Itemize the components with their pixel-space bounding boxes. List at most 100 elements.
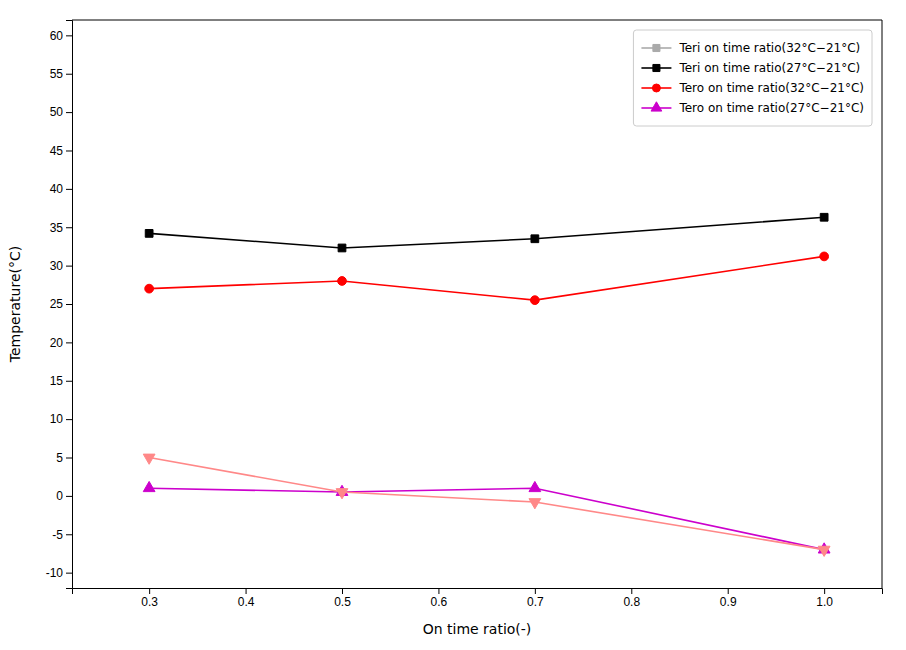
tick-label: 30 (50, 259, 64, 273)
marker (338, 277, 347, 286)
chart: 0.3 0.4 0.5 0.6 0.7 0.8 0.9 1.0 -10 -5 0 5 10 15 20 25 3… (0, 0, 906, 650)
legend-label: Tero on time ratio(27°C−21°C) (678, 101, 864, 115)
tick: -10 (46, 566, 72, 580)
tick: 0 (56, 489, 72, 503)
tick: 25 (50, 297, 72, 311)
tick: 0.4 (238, 588, 255, 609)
tick-label: 15 (50, 374, 64, 388)
tick-mark (342, 588, 343, 594)
tick: 20 (50, 336, 72, 350)
tick: 60 (50, 29, 72, 43)
marker (338, 244, 346, 252)
tick: 50 (50, 105, 72, 119)
tick: 0.3 (141, 588, 158, 609)
plot: 0.3 0.4 0.5 0.6 0.7 0.8 0.9 1.0 -10 -5 0 5 10 15 20 25 3… (46, 20, 883, 609)
legend-entry: Tero on time ratio(27°C−21°C) (641, 101, 864, 115)
marker (531, 235, 539, 243)
tick-mark (66, 74, 72, 75)
tick: 15 (50, 374, 72, 388)
tick-mark (66, 419, 72, 420)
tick: 1.0 (816, 588, 833, 609)
legend-entry: Tero on time ratio(32°C−21°C) (641, 81, 864, 95)
tick-label: 0 (56, 489, 63, 503)
line (149, 488, 824, 549)
marks (143, 213, 830, 556)
tick-label: 40 (50, 182, 64, 196)
tick-label: 0.8 (623, 595, 640, 609)
tick-label: 0.6 (431, 595, 448, 609)
tick: 0.6 (431, 588, 448, 609)
series (145, 252, 829, 304)
tick: 0.7 (527, 588, 544, 609)
marker (818, 546, 830, 556)
frame (72, 20, 882, 21)
x-axis: 0.3 0.4 0.5 0.6 0.7 0.8 0.9 1.0 (73, 588, 883, 609)
tick: 5 (56, 451, 72, 465)
legend-marker (652, 84, 660, 92)
y-axis: -10 -5 0 5 10 15 20 25 30 35 40 45 50 55 60 (46, 21, 73, 589)
tick-label: -10 (46, 566, 64, 580)
tick-mark (66, 381, 72, 382)
marker (143, 454, 155, 464)
y-axis-title: Temperature(°C) (7, 246, 23, 363)
axis-line (66, 21, 73, 589)
line (149, 217, 824, 248)
axis-line (73, 589, 883, 595)
frame (882, 20, 883, 588)
legend-marker (651, 102, 662, 111)
series (143, 454, 830, 556)
tick-label: 0.9 (720, 595, 737, 609)
tick-mark (824, 588, 825, 594)
tick-mark (66, 266, 72, 267)
tick-label: 1.0 (816, 595, 833, 609)
marker (820, 252, 829, 261)
tick: 35 (50, 221, 72, 235)
x-axis-title: On time ratio(-) (423, 621, 532, 637)
tick: 30 (50, 259, 72, 273)
tick-label: -5 (52, 528, 63, 542)
marker (336, 489, 348, 499)
tick-mark (631, 588, 632, 594)
legend-label: Tero on time ratio(32°C−21°C) (678, 81, 864, 95)
tick-label: 25 (50, 297, 64, 311)
marker (530, 296, 539, 305)
tick-mark (728, 588, 729, 594)
legend-entry: Teri on time ratio(32°C−21°C) (641, 41, 860, 55)
marker (145, 230, 153, 238)
legend-label: Teri on time ratio(32°C−21°C) (678, 41, 860, 55)
tick-mark (66, 150, 72, 151)
tick-mark (66, 458, 72, 459)
legend-box (633, 30, 872, 126)
tick-label: 45 (50, 144, 64, 158)
tick-label: 0.3 (141, 595, 158, 609)
tick-label: 55 (50, 67, 64, 81)
tick-label: 0.7 (527, 595, 544, 609)
tick-label: 10 (50, 412, 64, 426)
tick-mark (66, 227, 72, 228)
tick: 40 (50, 182, 72, 196)
tick-mark (66, 35, 72, 36)
series (143, 481, 830, 553)
tick-mark (66, 573, 72, 574)
tick-mark (66, 112, 72, 113)
tick-mark (438, 588, 439, 594)
tick-mark (66, 496, 72, 497)
marker (529, 481, 541, 491)
tick: 10 (50, 412, 72, 426)
tick: 0.8 (623, 588, 640, 609)
tick-mark (149, 588, 150, 594)
tick-label: 20 (50, 336, 64, 350)
tick-label: 35 (50, 221, 64, 235)
line (149, 256, 824, 300)
tick-label: 0.5 (334, 595, 351, 609)
legend-marker (653, 44, 660, 51)
marker (145, 284, 154, 293)
tick: 45 (50, 144, 72, 158)
tick-mark (66, 534, 72, 535)
marker (143, 481, 155, 491)
tick-mark (66, 189, 72, 190)
tick-mark (535, 588, 536, 594)
legend-label: Teri on time ratio(27°C−21°C) (678, 61, 860, 75)
tick: 55 (50, 67, 72, 81)
marker (529, 499, 541, 509)
